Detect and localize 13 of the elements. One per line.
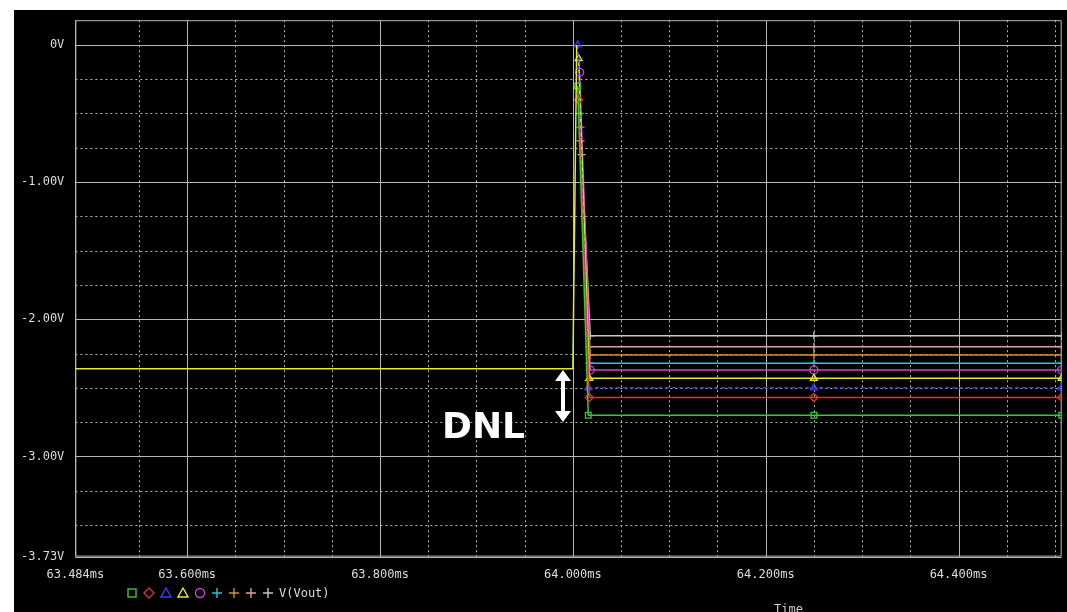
y-tick-label: -3.73V bbox=[20, 548, 65, 563]
x-tick-label: 64.000ms bbox=[543, 566, 602, 581]
annotation: DNL bbox=[442, 405, 525, 446]
y-tick-label: 0V bbox=[49, 37, 65, 52]
y-tick-label: -3.00V bbox=[20, 448, 65, 463]
legend-title: V(Vout) bbox=[279, 586, 330, 600]
x-tick-label: 63.600ms bbox=[158, 566, 217, 581]
y-tick-label: -1.00V bbox=[20, 174, 65, 189]
x-tick-label: 63.800ms bbox=[351, 566, 409, 581]
x-tick-label: 63.484ms bbox=[46, 566, 105, 581]
x-tick-label: 64.400ms bbox=[929, 566, 988, 581]
x-tick-label: 64.200ms bbox=[736, 566, 795, 581]
y-tick-label: -2.00V bbox=[20, 311, 65, 326]
